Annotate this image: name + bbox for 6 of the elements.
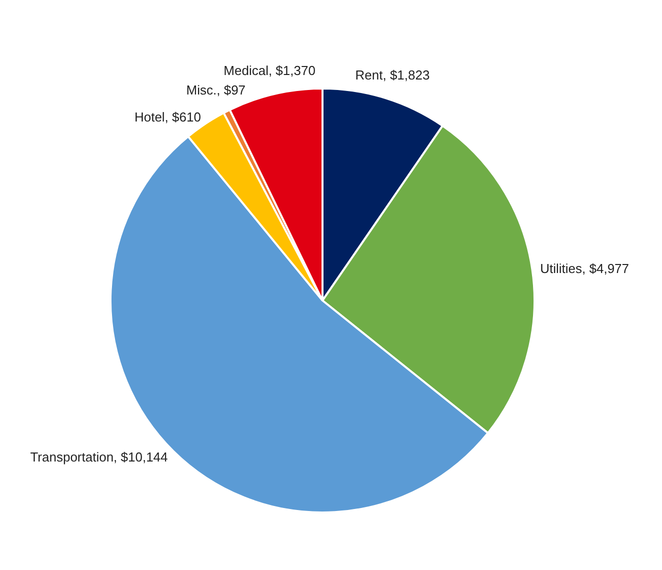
slice-label: Hotel, $610 (134, 110, 201, 125)
slice-label: Utilities, $4,977 (540, 260, 630, 276)
slice-label: Transportation, $10,144 (30, 449, 168, 464)
slice-label: Misc., $97 (186, 82, 246, 98)
slice-label: Medical, $1,370 (224, 63, 316, 78)
slice-label: Rent, $1,823 (355, 68, 430, 83)
